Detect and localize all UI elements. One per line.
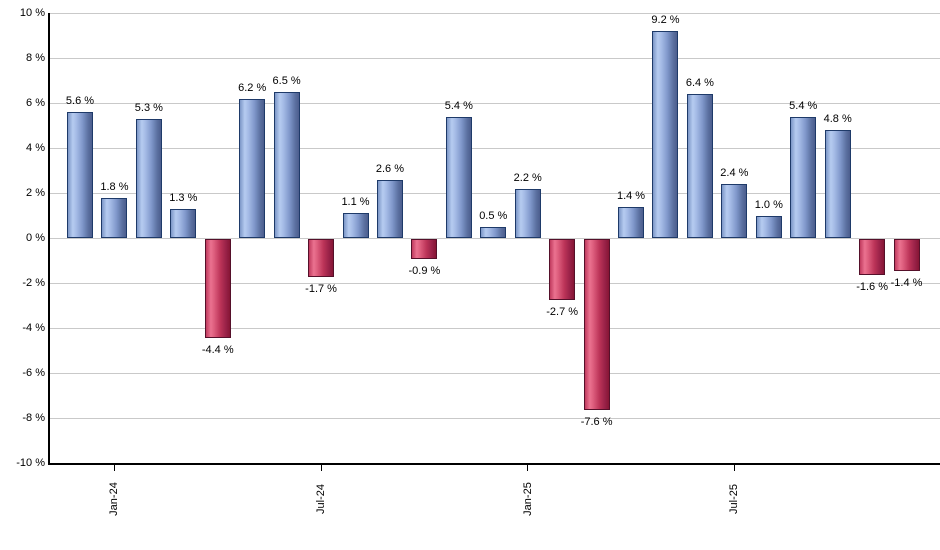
gridline: [49, 192, 940, 194]
bar: [618, 206, 645, 238]
bar: [67, 112, 93, 238]
bar-value-label: 2.6 %: [375, 162, 405, 175]
bar: [549, 239, 576, 300]
bar-value-label: 5.3 %: [134, 101, 163, 114]
bar: [824, 130, 851, 238]
y-axis-tick-label: -6 %: [22, 367, 45, 379]
y-axis-line: [48, 13, 50, 465]
bar-value-label: 2.2 %: [513, 171, 542, 184]
y-axis-tick-label: 10 %: [19, 7, 45, 19]
bar: [308, 239, 335, 278]
bar-value-label: 5.4 %: [789, 99, 818, 112]
bar: [445, 116, 472, 238]
bar-value-label: 6.2 %: [238, 81, 267, 94]
bar-value-label: -2.7 %: [546, 305, 579, 318]
x-axis-tick: [527, 464, 529, 471]
gridline: [49, 327, 940, 329]
y-axis-tick-label: -8 %: [22, 412, 45, 424]
y-axis-tick-label: 2 %: [26, 187, 45, 199]
x-axis-tick-label: Jul-24: [315, 484, 328, 514]
gridline: [49, 237, 940, 239]
gridline: [49, 12, 940, 14]
y-axis-tick-label: -2 %: [22, 277, 45, 289]
x-axis-line: [48, 462, 940, 465]
bar-value-label: 1.0 %: [754, 198, 783, 211]
x-axis-tick: [113, 464, 115, 471]
bar: [893, 239, 920, 271]
bar: [790, 116, 817, 238]
bar-value-label: 1.4 %: [616, 189, 646, 202]
bar-value-label: -0.9 %: [408, 265, 441, 278]
y-axis-tick-label: 6 %: [26, 97, 45, 109]
x-axis-tick-label: Jan-25: [521, 482, 534, 516]
gridline: [49, 57, 940, 59]
y-axis-tick-label: 4 %: [26, 142, 45, 154]
bar-value-label: 2.4 %: [720, 167, 749, 179]
bar: [376, 179, 403, 238]
bar-value-label: 9.2 %: [651, 14, 680, 26]
bar: [755, 215, 782, 238]
bar-value-label: -7.6 %: [580, 416, 613, 428]
y-axis-tick-label: -4 %: [22, 322, 45, 334]
bar-value-label: 1.1 %: [341, 196, 370, 209]
x-axis-tick-label: Jul-25: [728, 484, 741, 514]
bar-value-label: 4.8 %: [823, 113, 852, 125]
bar: [652, 31, 679, 238]
bar-value-label: -1.6 %: [856, 281, 888, 293]
bar-value-label: -1.7 %: [305, 283, 337, 296]
bar: [514, 188, 541, 238]
gridline: [49, 417, 940, 419]
bar: [204, 239, 231, 338]
bar-value-label: 5.6 %: [65, 95, 95, 107]
bar-value-label: 6.5 %: [272, 74, 301, 87]
bar: [170, 208, 197, 238]
bar: [101, 197, 128, 238]
bar: [859, 239, 886, 275]
gridline: [49, 282, 940, 284]
bar-value-label: 1.8 %: [100, 180, 129, 193]
bar: [480, 226, 507, 238]
bar-value-label: 5.4 %: [444, 99, 473, 112]
bar: [239, 98, 266, 238]
y-axis-tick-label: 8 %: [26, 52, 45, 64]
gridline: [49, 102, 940, 104]
bar: [583, 239, 610, 410]
bar-value-label: 6.4 %: [685, 77, 714, 89]
bar: [342, 213, 369, 238]
bar-value-label: 1.3 %: [169, 191, 198, 204]
bar-value-label: -4.4 %: [201, 344, 234, 356]
gridline: [49, 147, 940, 149]
bar: [721, 184, 748, 238]
bar: [686, 94, 713, 238]
x-axis-tick-label: Jan-24: [108, 482, 121, 516]
x-axis-tick: [320, 464, 322, 471]
y-axis-tick-label: 0 %: [26, 232, 45, 244]
bar: [273, 91, 300, 238]
y-axis-tick-label: -10 %: [16, 457, 45, 469]
gridline: [49, 372, 940, 374]
bar: [411, 239, 438, 260]
bar: [135, 118, 162, 238]
bar-value-label: 0.5 %: [479, 209, 508, 222]
bar-value-label: -1.4 %: [890, 276, 923, 289]
x-axis-tick: [733, 464, 735, 471]
